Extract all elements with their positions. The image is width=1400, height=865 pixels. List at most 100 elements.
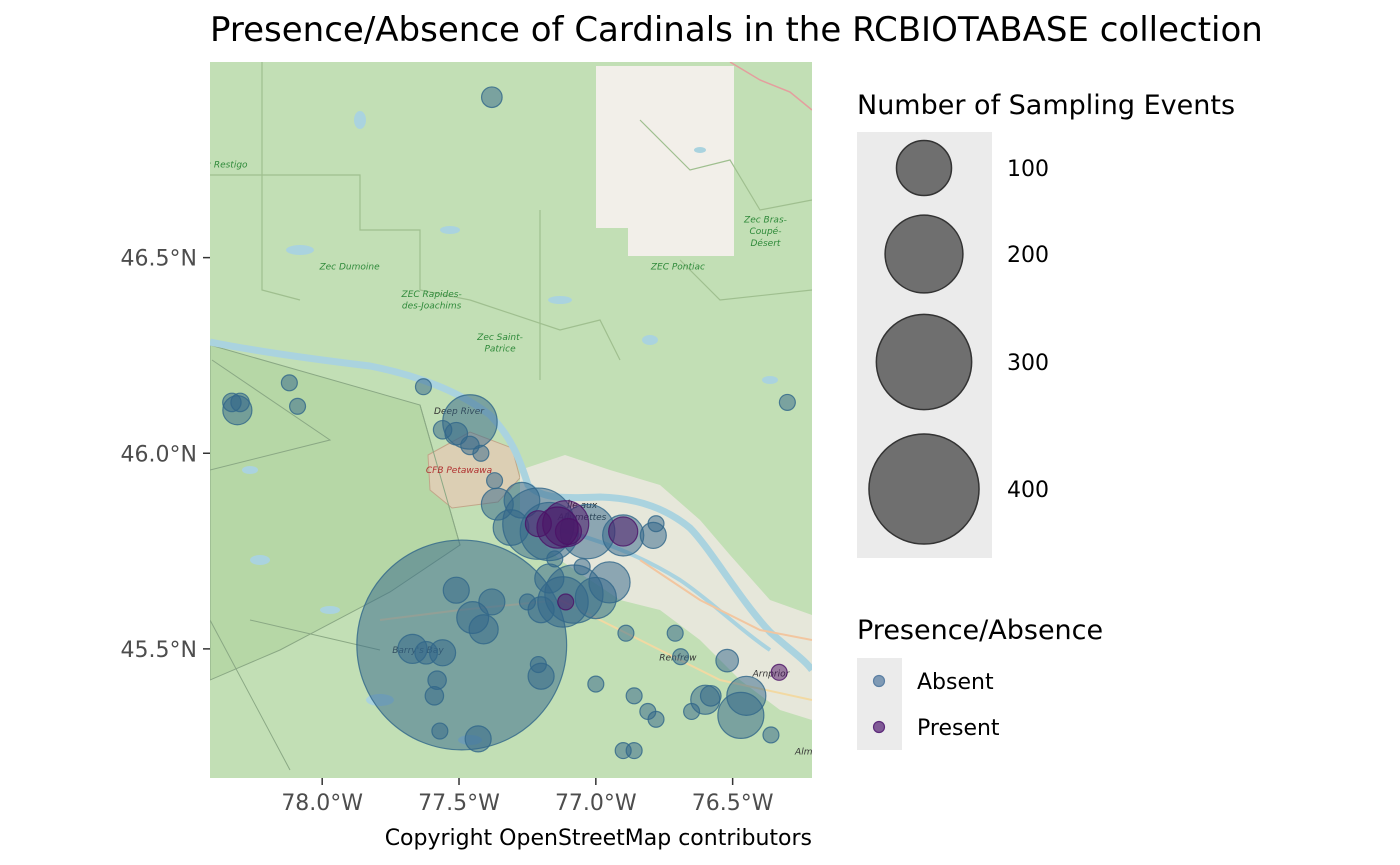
y-tick-label: 46.5°N: [121, 247, 197, 272]
road: [729, 62, 812, 111]
map-label: Zec Bras-: [743, 215, 787, 225]
lake: [694, 147, 706, 153]
point-absent: [356, 539, 568, 751]
map-label: Désert: [751, 238, 781, 249]
point-absent: [546, 550, 564, 568]
lake: [250, 555, 270, 565]
size-legend-circle: [884, 214, 964, 294]
size-legend-title: Number of Sampling Events: [857, 90, 1235, 121]
point-absent: [647, 515, 665, 533]
point-absent: [647, 710, 665, 728]
point-absent: [472, 444, 490, 462]
lake: [548, 296, 572, 304]
size-legend-circle: [875, 313, 973, 411]
presence-legend-label: Present: [917, 716, 1000, 741]
map-label: ZEC Pontiac: [650, 262, 705, 272]
point-absent: [464, 725, 492, 753]
point-absent: [683, 702, 701, 721]
data-points: [222, 86, 796, 760]
point-absent: [424, 686, 445, 706]
x-tick-label: 77.0°W: [555, 791, 637, 816]
presence-legend-label: Absent: [917, 670, 994, 695]
point-absent: [625, 687, 643, 705]
boundary-line: [639, 119, 812, 301]
lake: [642, 335, 658, 345]
point-absent: [432, 419, 453, 440]
point-present: [554, 517, 583, 546]
lake: [440, 226, 460, 234]
protected-area-cut: [596, 228, 628, 256]
point-absent: [672, 648, 690, 666]
point-absent: [666, 624, 684, 642]
point-absent: [726, 675, 767, 716]
map-label: des-Joachims: [402, 301, 462, 311]
point-absent: [442, 576, 470, 604]
map-label: Coupé-: [749, 226, 781, 237]
point-absent: [625, 742, 643, 760]
point-absent: [468, 614, 499, 645]
size-legend-label: 400: [1007, 478, 1049, 503]
map-label: Zec Saint-: [476, 333, 523, 343]
point-absent: [778, 393, 796, 411]
point-absent: [529, 655, 547, 674]
x-tick-label: 78.0°W: [281, 791, 363, 816]
x-axis: 78.0°W 77.5°W 77.0°W 76.5°W: [281, 778, 774, 816]
size-legend-label: 200: [1007, 243, 1049, 268]
point-present: [770, 663, 788, 681]
chart-title: Presence/Absence of Cardinals in the RCB…: [210, 10, 1263, 50]
map-label: Zec Dumoine: [318, 262, 380, 272]
point-absent: [414, 378, 433, 396]
map-caption: Copyright OpenStreetMap contributors: [385, 826, 812, 851]
boundary-line: [210, 62, 621, 380]
map-label: ZEC Rapides-: [401, 290, 462, 300]
point-absent: [480, 487, 514, 521]
presence-legend-title: Presence/Absence: [857, 615, 1103, 646]
size-legend-items: 100 200 300 400: [868, 139, 1049, 545]
lake: [242, 466, 258, 474]
map-label: CFB Petawawa: [426, 466, 492, 476]
point-absent: [486, 472, 504, 490]
presence-legend: Presence/Absence Absent Present: [857, 615, 1103, 750]
point-absent: [518, 593, 536, 611]
point-present: [557, 593, 575, 611]
size-legend-circle: [895, 139, 953, 197]
presence-legend-items: Absent Present: [872, 670, 1000, 741]
point-absent: [699, 684, 722, 707]
map-label: Patrice: [484, 345, 516, 355]
size-legend-label: 300: [1007, 351, 1049, 376]
presence-legend-key: [872, 720, 886, 734]
y-axis: 46.5°N 46.0°N 45.5°N: [121, 247, 210, 663]
map-label: Zec Restigo: [193, 161, 248, 171]
size-legend: Number of Sampling Events 100 200 300 400: [857, 90, 1235, 558]
y-tick-label: 46.0°N: [121, 442, 197, 467]
lake: [354, 111, 366, 129]
size-legend-circle: [868, 433, 980, 545]
size-legend-label: 100: [1007, 157, 1049, 182]
x-tick-label: 76.5°W: [692, 791, 774, 816]
point-absent: [587, 675, 605, 693]
map-label: Almo: [794, 748, 818, 758]
presence-legend-key: [872, 674, 886, 688]
point-absent: [414, 640, 439, 665]
point-present: [524, 510, 552, 538]
map-panel[interactable]: Zec Restigo Zec Dumoine ZEC Rapides-des-Jo…: [193, 62, 818, 778]
point-present: [608, 516, 639, 547]
point-absent: [480, 86, 503, 109]
point-absent: [617, 624, 635, 642]
point-absent: [588, 561, 631, 604]
point-absent: [715, 648, 740, 673]
point-absent: [288, 397, 307, 415]
x-tick-label: 77.5°W: [418, 791, 500, 816]
lake: [762, 376, 778, 384]
point-absent: [573, 558, 591, 576]
region-boundary: [210, 359, 461, 771]
point-absent: [222, 392, 242, 413]
point-absent: [762, 726, 780, 744]
y-tick-label: 45.5°N: [121, 638, 197, 663]
point-absent: [280, 374, 298, 392]
lake: [320, 606, 340, 614]
lake: [286, 245, 314, 255]
point-absent: [431, 722, 449, 740]
protected-area: [596, 66, 734, 256]
